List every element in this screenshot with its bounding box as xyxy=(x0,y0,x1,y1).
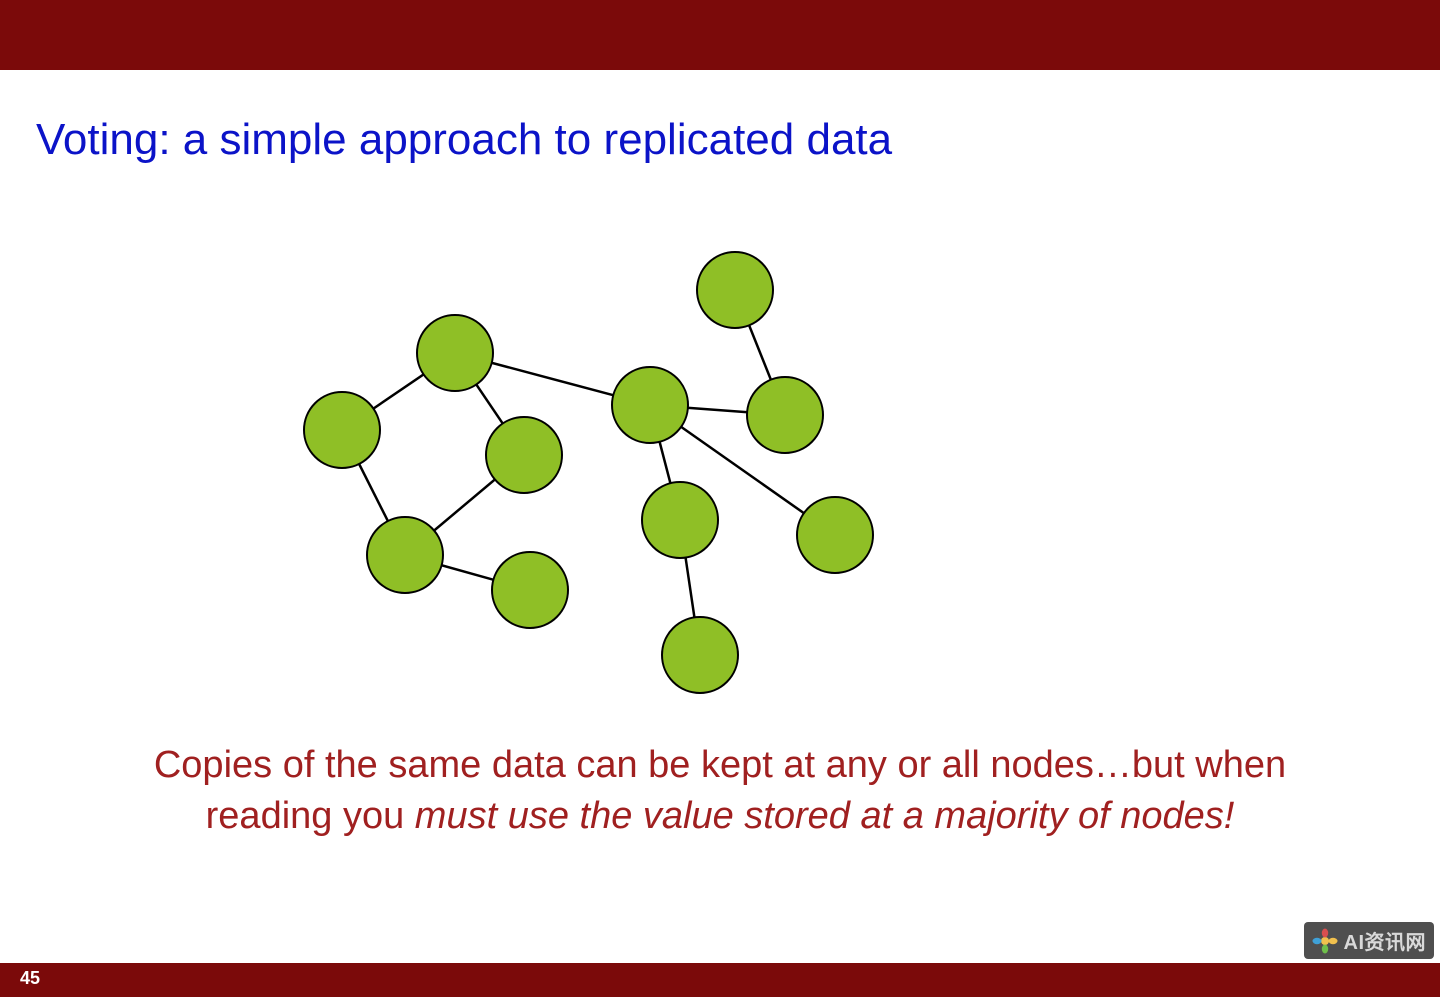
slide-number: 45 xyxy=(20,968,40,989)
network-node xyxy=(304,392,380,468)
network-node xyxy=(697,252,773,328)
slide-caption: Copies of the same data can be kept at a… xyxy=(120,740,1320,843)
network-node xyxy=(492,552,568,628)
watermark-text: AI资讯网 xyxy=(1344,926,1427,955)
network-node xyxy=(367,517,443,593)
network-node xyxy=(642,482,718,558)
network-node xyxy=(662,617,738,693)
footer-bar xyxy=(0,963,1440,997)
network-node xyxy=(486,417,562,493)
network-node xyxy=(797,497,873,573)
slide-title: Voting: a simple approach to replicated … xyxy=(36,115,892,165)
network-node xyxy=(417,315,493,391)
header-bar xyxy=(0,0,1440,70)
watermark-badge: AI资讯网 xyxy=(1304,922,1435,959)
watermark-flower-icon xyxy=(1312,928,1338,954)
network-node xyxy=(612,367,688,443)
network-node xyxy=(747,377,823,453)
network-diagram xyxy=(280,235,920,715)
caption-italic: must use the value stored at a majority … xyxy=(415,795,1235,837)
